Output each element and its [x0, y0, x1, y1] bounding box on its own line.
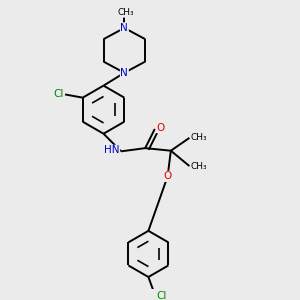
Text: CH₃: CH₃ — [191, 162, 207, 171]
Text: CH₃: CH₃ — [117, 8, 134, 17]
Text: N: N — [121, 68, 128, 78]
Text: O: O — [164, 171, 172, 181]
Text: CH₃: CH₃ — [191, 133, 207, 142]
Text: N: N — [121, 23, 128, 33]
Text: Cl: Cl — [53, 89, 64, 99]
Text: Cl: Cl — [156, 291, 166, 300]
Text: HN: HN — [104, 146, 119, 155]
Text: O: O — [156, 123, 165, 133]
